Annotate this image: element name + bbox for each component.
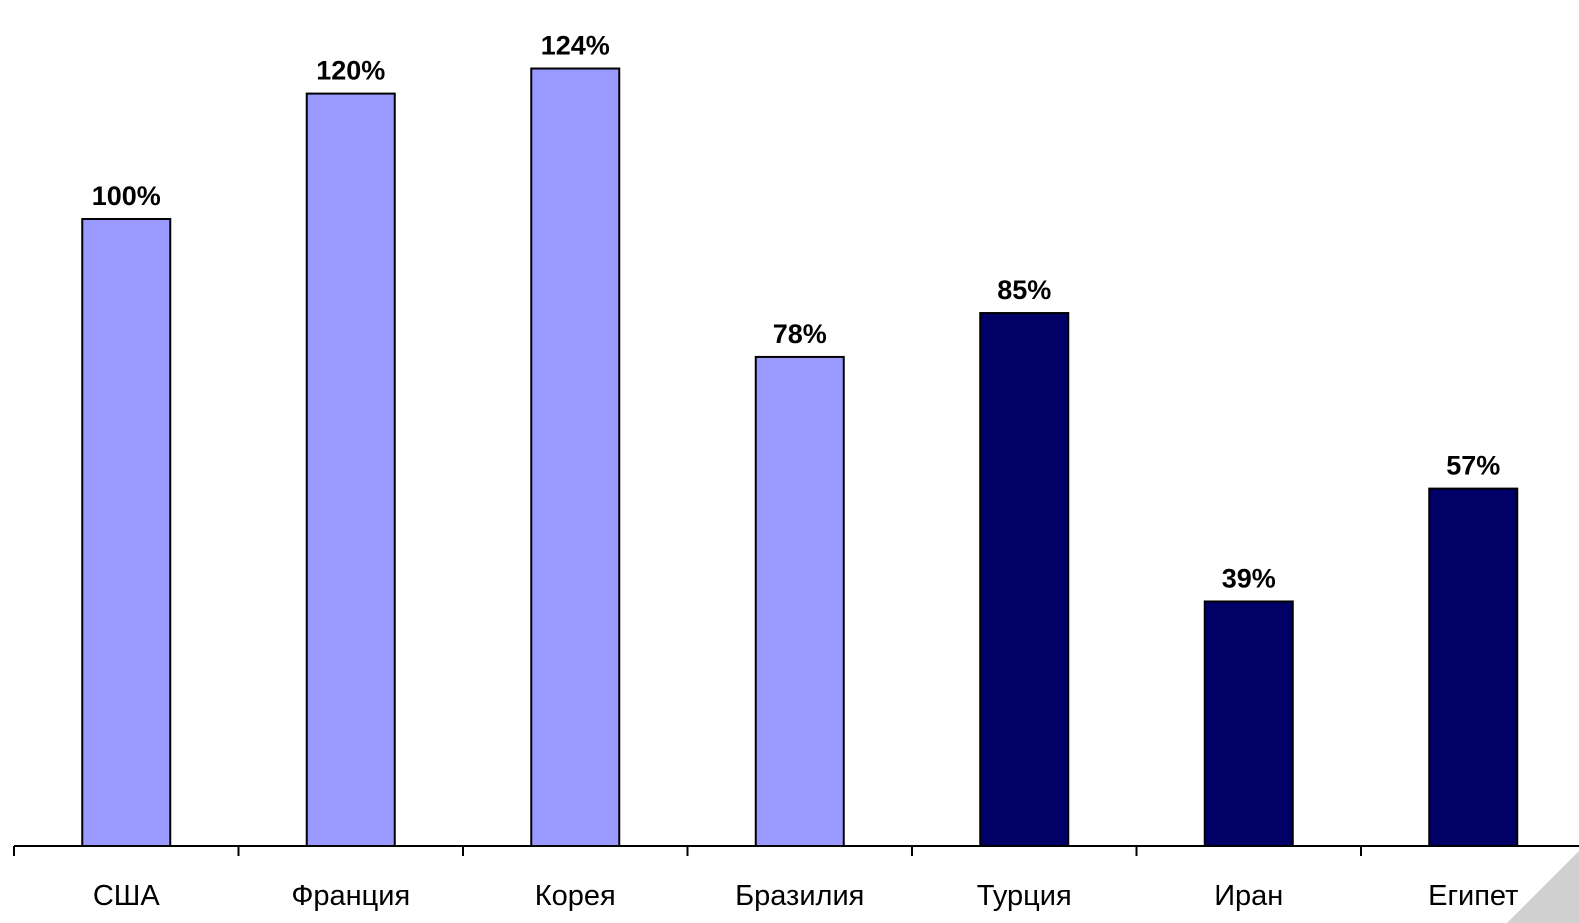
x-tick-label: США <box>93 880 161 912</box>
bar <box>530 67 621 847</box>
data-label: 124% <box>541 31 610 61</box>
data-label: 39% <box>1222 563 1276 593</box>
bar <box>305 92 396 848</box>
bar <box>754 355 845 847</box>
data-label: 78% <box>773 319 827 349</box>
x-tick-label: Египет <box>1428 880 1518 912</box>
x-tick-label: Бразилия <box>735 880 864 912</box>
x-tick-labels: США Франция Корея Бразилия Турция Иран Египет <box>93 880 1519 912</box>
x-tick-label: Турция <box>977 880 1072 912</box>
data-labels: 100% 120% 124% 78% 85% 39% 57% <box>92 31 1501 594</box>
x-tick-label: Франция <box>291 880 410 912</box>
data-label: 85% <box>997 275 1051 305</box>
data-label: 100% <box>92 181 161 211</box>
data-label: 120% <box>316 56 385 86</box>
x-tick-label: Иран <box>1214 880 1283 912</box>
bar <box>979 312 1070 847</box>
bar <box>81 218 172 847</box>
x-axis-ticks <box>13 846 1362 856</box>
bar <box>1203 600 1294 847</box>
data-label: 57% <box>1446 451 1500 481</box>
x-tick-label: Корея <box>535 880 616 912</box>
bars-layer <box>81 67 1519 848</box>
bar <box>1428 487 1519 847</box>
page-corner-decoration <box>1507 851 1579 923</box>
